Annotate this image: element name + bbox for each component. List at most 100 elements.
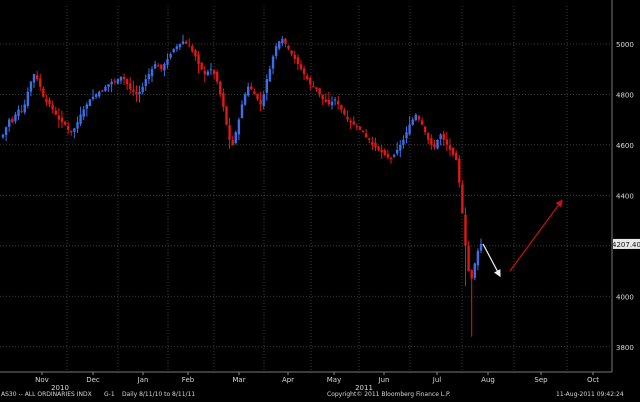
x-tick-label: Nov [35,376,49,384]
candle-body [368,138,371,140]
x-tick-label: May [327,376,341,384]
last-value-badge: 4207.40 [612,238,640,249]
candle-body [42,88,45,97]
candle-body [405,132,408,139]
candle-body [153,64,157,69]
candle-body [129,83,132,90]
candle-body [464,214,467,246]
forecast-arrows [482,199,563,278]
candle-body [17,109,20,117]
candle-body [85,104,89,109]
candle-body [122,76,126,80]
candle-body [309,77,312,85]
candle-body [327,99,331,105]
candle-body [358,126,362,130]
candle-body [346,116,349,120]
candle-body [231,140,234,145]
footer-security: AS30 -- ALL ORDINARIES INDX [1,391,92,398]
y-axis: 3800400042004400460048005000 [616,41,634,352]
candle-body [237,119,241,135]
candle-body [427,132,430,140]
candle-body [197,54,200,65]
candle-body [169,53,172,58]
candle-body [51,104,54,110]
candle-body [250,86,253,90]
candle-body [271,56,275,69]
year-label: 2010 [51,384,69,392]
candle-body [340,105,343,110]
candle-body [116,79,120,84]
y-tick-label: 4800 [616,91,634,99]
footer-timestamp: 11-Aug-2011 09:42:24 [556,391,624,398]
candle-body [150,69,154,77]
candle-body [380,149,383,153]
candle-body [402,139,405,145]
candle-body [333,99,337,101]
candle-body [91,96,95,100]
x-tick-label: Jan [137,376,149,384]
candle-body [175,46,179,49]
candle-body [184,41,188,44]
candle-body [247,86,250,96]
candle-body [442,133,445,140]
candle-body [94,94,98,97]
candle-body [330,101,334,106]
candle-body [234,132,237,144]
candle-body [73,128,76,132]
candle-body [160,64,163,70]
candle-body [259,99,262,105]
candle-body [243,94,247,105]
candle-body [228,125,231,140]
candle-body [386,154,390,158]
candle-body [371,141,374,145]
candle-body [467,245,470,272]
footer-chart-code: G-1 [104,391,115,398]
last-value-text: 4207.40 [612,241,640,249]
candle-body [147,74,151,80]
candle-body [461,184,464,213]
candle-body [60,117,64,123]
candle-body [138,91,141,95]
footer-copyright: Copyright© 2011 Bloomberg Finance L.P. [327,391,451,398]
candle-body [420,120,424,125]
candle-body [200,62,203,70]
candle-body [113,80,116,82]
candle-body [454,152,458,160]
candle-body [383,150,386,155]
candle-body [265,79,269,93]
candle-body [262,94,265,106]
candle-body [191,46,194,52]
candle-body [209,69,213,71]
candle-body [101,90,104,92]
y-tick-label: 4000 [616,293,634,301]
candle-body [352,121,355,125]
candle-body [125,79,129,85]
candle-body [299,64,303,70]
candle-body [172,48,175,53]
candle-body [324,99,328,102]
candle-body [144,79,147,87]
x-axis: Nov Dec Jan Feb Mar Apr May Jun Jul Aug Sep Oct 2010… [35,372,599,392]
candle-body [445,139,449,145]
candle-body [66,125,70,130]
candle-body [458,158,461,183]
candle-body [284,38,287,44]
candle-body [364,133,368,138]
candle-body [448,145,452,150]
candle-body [411,119,414,125]
candle-body [417,116,421,120]
x-tick-label: Mar [232,376,245,384]
candle-body [473,263,476,278]
candle-body [439,134,442,140]
candle-body [48,99,51,105]
x-tick-label: Jun [378,376,390,384]
candle-body [392,154,396,157]
candle-body [26,91,30,106]
candle-body [54,110,57,115]
candle-body [110,81,113,85]
x-tick-label: Feb [182,376,195,384]
candle-body [423,126,427,133]
candle-body [63,121,67,125]
candle-body [181,41,185,45]
